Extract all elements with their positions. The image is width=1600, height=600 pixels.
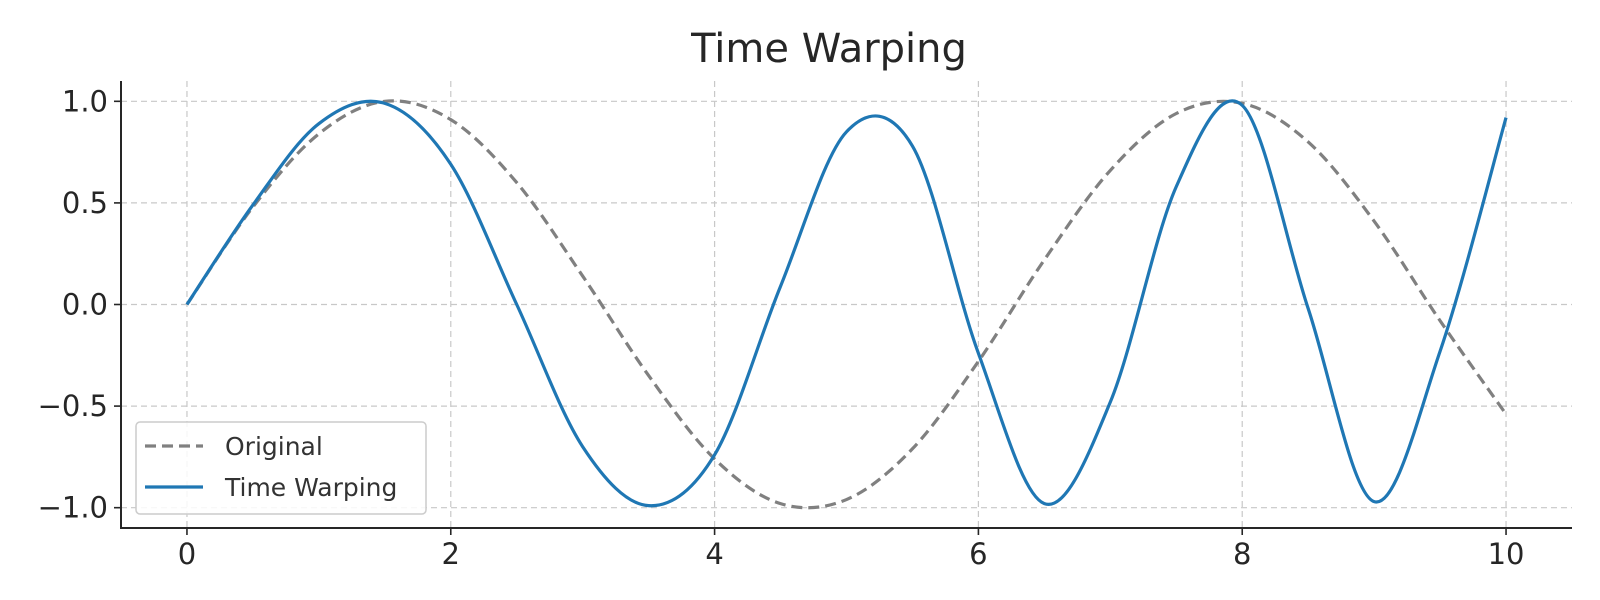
y-tick-label: 0.5 (62, 186, 108, 220)
x-tick-label: 2 (442, 537, 460, 571)
legend-label-0: Original (225, 432, 323, 461)
plot-series (185, 99, 1508, 510)
legend-label-1: Time Warping (224, 473, 397, 502)
y-tick-label: 0.0 (62, 288, 108, 322)
series-line-0 (185, 99, 1508, 510)
y-tick-label: −0.5 (38, 389, 108, 423)
y-tick-label: 1.0 (62, 84, 108, 118)
x-tick-label: 8 (1233, 537, 1251, 571)
x-tick-label: 10 (1488, 537, 1525, 571)
chart-title: Time Warping (690, 26, 967, 72)
legend-box (135, 421, 427, 515)
x-tick-label: 4 (705, 537, 723, 571)
axis-ticks: 0 2 4 6 8 10 1.0 0.5 0.0 −0.5 −1.0 (38, 84, 1525, 571)
x-tick-label: 6 (969, 537, 987, 571)
series-line-1 (185, 99, 1508, 508)
y-tick-label: −1.0 (38, 491, 108, 525)
legend: Original Time Warping (135, 421, 427, 515)
x-tick-label: 0 (178, 537, 196, 571)
